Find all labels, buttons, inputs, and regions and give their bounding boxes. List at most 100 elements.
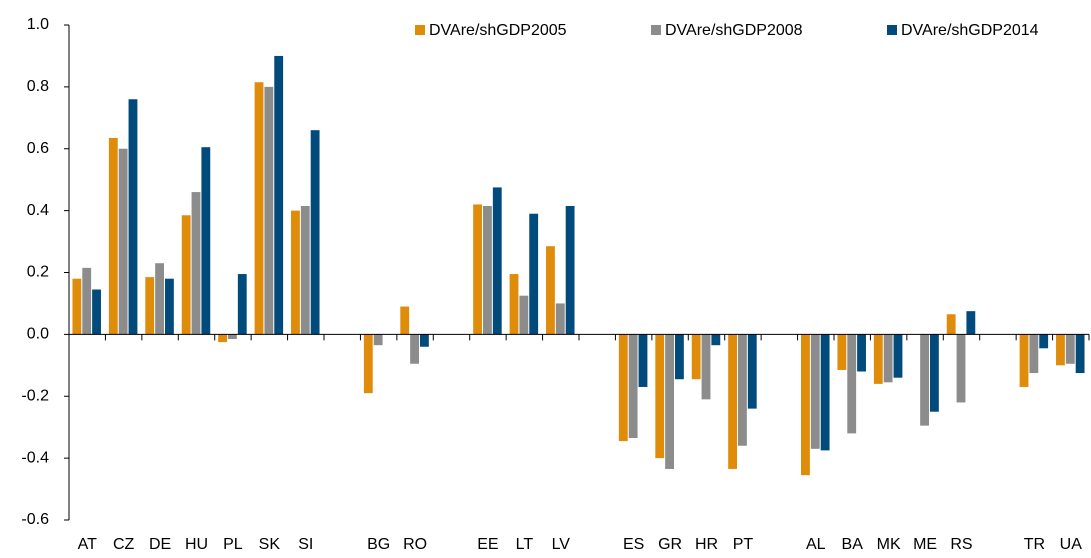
x-tick-label: SI [298,536,313,553]
bar [509,274,519,335]
bar [254,82,264,335]
x-tick-label: HR [695,536,718,553]
y-tick-label: -0.4 [21,449,49,466]
bar [218,334,228,343]
x-tick-label: BG [367,536,390,553]
bar [837,334,847,370]
bar [618,334,628,442]
bar [237,274,247,335]
bar [655,334,665,459]
x-tick-label: GR [658,536,682,553]
bar [164,278,174,335]
bar [201,147,211,335]
bar [400,306,410,335]
bar [1056,334,1065,366]
bar [857,334,866,372]
y-tick-label: 0.2 [27,264,49,281]
x-tick-label: ME [913,536,937,553]
bar [665,334,674,469]
bar [738,334,747,446]
bar [410,334,419,364]
bar [181,215,191,335]
bar [691,334,701,380]
x-tick-label: AT [78,536,97,553]
bar [155,263,164,335]
bar [228,334,237,340]
x-tick-label: BA [842,536,864,553]
bar [300,205,310,335]
bar [711,334,721,346]
bar [118,148,128,335]
bar [92,289,101,335]
bar [701,334,711,400]
x-tick-label: DE [149,536,171,553]
bar [920,334,929,426]
y-tick-label: 1.0 [27,16,49,33]
x-tick-label: PT [733,536,754,553]
bar [956,334,966,403]
legend-label: DVAre/shGDP2005 [429,22,567,39]
y-tick-label: 0.8 [27,78,49,95]
bar [555,303,565,335]
bar [1039,334,1049,349]
x-tick-label: LV [552,536,571,553]
bar [628,334,638,439]
bar [946,314,956,335]
bar [483,205,492,335]
legend-label: DVAre/shGDP2008 [665,22,803,39]
bar [473,204,483,335]
x-tick-label: CZ [113,536,135,553]
bar [291,210,300,335]
x-tick-label: LT [516,536,534,553]
bar [747,334,757,409]
bar [966,311,976,335]
bar [801,334,810,476]
bar [363,334,373,394]
x-tick-label: SK [259,536,281,553]
legend-swatch [651,25,661,35]
bar [274,55,284,335]
bar [264,86,274,335]
bar [191,192,201,335]
bar [810,334,820,449]
x-tick-label: ES [623,536,644,553]
bar [82,267,92,335]
y-tick-label: 0.4 [27,202,49,219]
bar [1029,334,1039,374]
bar [529,213,539,335]
bar [893,334,903,378]
bar [373,334,383,346]
bar [728,334,738,469]
bar [419,334,429,347]
bar [847,334,857,434]
bar [108,137,118,335]
legend-swatch [887,25,897,35]
x-tick-label: EE [477,536,498,553]
x-tick-label: TR [1024,536,1045,553]
bar [873,334,883,384]
bar [128,99,138,335]
bar [929,334,939,412]
x-tick-label: UA [1060,536,1083,553]
bar [674,334,684,380]
y-tick-label: 0.6 [27,140,49,157]
legend-label: DVAre/shGDP2014 [901,22,1039,39]
legend-swatch [415,25,425,35]
bar [546,246,555,335]
bar [145,277,155,335]
x-tick-label: RS [950,536,972,553]
bar [820,334,830,451]
x-tick-label: AL [806,536,826,553]
bar [72,278,82,335]
bar [883,334,893,383]
bar [638,334,648,387]
bar [492,187,502,335]
y-tick-label: -0.2 [21,387,49,404]
x-tick-label: RO [403,536,427,553]
bar [565,205,575,335]
bar [1065,334,1075,364]
x-tick-label: HU [185,536,208,553]
x-tick-label: MK [877,536,901,553]
y-tick-label: 0.0 [27,326,49,343]
